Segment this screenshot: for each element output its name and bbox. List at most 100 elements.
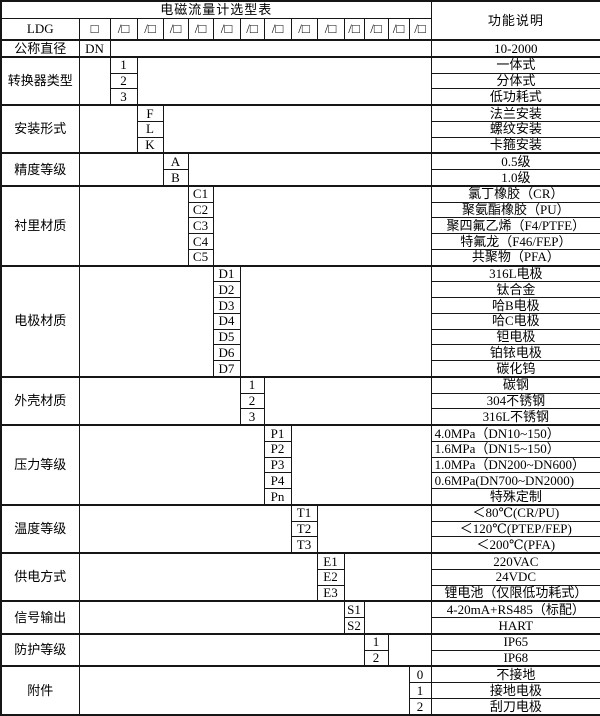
option-code-cell: 3	[239, 408, 265, 426]
option-code-cell: C2	[187, 201, 214, 219]
option-code-cell: 2	[408, 697, 432, 716]
option-code-cell: E2	[316, 568, 345, 586]
function-desc-cell: 316L不锈钢	[430, 408, 600, 426]
category-label: 安装形式	[1, 104, 80, 154]
option-code-cell: E1	[316, 552, 345, 570]
category-label: 衬里材质	[1, 184, 80, 266]
option-code-cell: B	[162, 169, 189, 187]
model-code-prefix: LDG	[26, 20, 54, 36]
filler-cell	[290, 424, 432, 505]
function-desc-cell: 0.5级	[430, 152, 600, 171]
filler-cell	[79, 375, 241, 426]
filler-cell	[79, 503, 292, 554]
function-desc-cell: 钛合金	[430, 281, 600, 299]
function-desc-cell: ＜200℃(PFA)	[430, 536, 600, 554]
function-desc-cell: 220VAC	[430, 552, 600, 570]
model-code-slot: □	[78, 18, 110, 40]
filler-cell	[263, 375, 432, 426]
function-desc-cell: 接地电极	[430, 682, 600, 699]
option-code-cell: S2	[343, 617, 365, 635]
model-code-slot: /□	[316, 18, 344, 40]
function-desc-cell: 低功耗式	[430, 88, 600, 106]
table-title: 电磁流量计选型表	[1, 1, 432, 19]
function-column-header: 功能说明	[430, 1, 600, 40]
option-code-cell: 1	[408, 682, 432, 699]
option-code-cell: D3	[212, 297, 241, 314]
option-code-cell: Pn	[263, 488, 292, 506]
option-code-cell: C3	[187, 217, 214, 235]
model-code-slot: /□	[187, 18, 213, 40]
filler-cell	[79, 184, 189, 266]
option-code-cell: 2	[109, 72, 138, 90]
option-code-cell: P2	[263, 440, 292, 458]
filler-cell	[79, 632, 365, 667]
function-desc-cell: HART	[430, 617, 600, 635]
function-desc-cell: 316L电极	[430, 264, 600, 283]
filler-cell	[109, 39, 432, 57]
category-label: 精度等级	[1, 152, 80, 186]
function-desc-cell: 法兰安装	[430, 104, 600, 122]
function-desc-cell: IP65	[430, 632, 600, 651]
option-code-cell: P4	[263, 472, 292, 490]
function-desc-cell: 聚四氟乙烯（F4/PTFE）	[430, 217, 600, 235]
filler-cell	[239, 264, 432, 377]
option-code-cell: 1	[109, 55, 138, 74]
function-desc-cell: 4.0MPa（DN10~150）	[430, 424, 600, 442]
function-desc-cell: 锂电池（仅限低功耗式）	[430, 585, 600, 602]
function-desc-cell: ＜120℃(PTEP/FEP)	[430, 521, 600, 538]
category-label: 防护等级	[1, 632, 80, 667]
function-desc-cell: 钽电极	[430, 329, 600, 346]
filler-cell	[79, 104, 138, 154]
function-desc-cell: 不接地	[430, 665, 600, 684]
model-code-slot: /□	[363, 18, 388, 40]
category-label: 外壳材质	[1, 375, 80, 426]
model-code-slot: /□	[263, 18, 291, 40]
model-code-slot: /□	[109, 18, 137, 40]
category-label: 转换器类型	[1, 55, 80, 106]
option-code-cell: D2	[212, 281, 241, 299]
filler-cell	[187, 152, 432, 186]
filler-cell	[79, 600, 345, 634]
model-code-slot: /□	[408, 18, 432, 40]
model-code-slot: /□	[290, 18, 317, 40]
model-code-slot: /□	[162, 18, 188, 40]
option-code-cell: D7	[212, 360, 241, 378]
option-code-cell: D6	[212, 344, 241, 362]
option-code-cell: 2	[239, 392, 265, 410]
option-code-cell: E3	[316, 584, 345, 602]
filler-cell	[387, 632, 432, 667]
option-code-cell: P1	[263, 424, 292, 442]
function-desc-cell: 氯丁橡胶（CR）	[430, 184, 600, 203]
function-desc-cell: ＜80℃(CR/PU)	[430, 503, 600, 522]
function-desc-cell: 卡箍安装	[430, 137, 600, 154]
filler-cell	[79, 152, 164, 186]
function-desc-cell: 分体式	[430, 73, 600, 90]
option-code-cell: D1	[212, 264, 241, 283]
function-desc-cell: 刮刀电极	[430, 698, 600, 716]
option-code-cell: T3	[290, 536, 318, 554]
filler-cell	[79, 55, 111, 106]
option-code-cell: P3	[263, 456, 292, 474]
option-code-cell: F	[136, 104, 164, 122]
filler-cell	[79, 264, 214, 377]
category-label: 公称直径	[1, 39, 80, 57]
category-label: 压力等级	[1, 424, 80, 505]
option-code-cell: D4	[212, 312, 241, 330]
option-code-cell: DN	[78, 39, 111, 58]
option-code-cell: K	[136, 136, 164, 154]
option-code-cell: 2	[363, 649, 389, 667]
category-label: 信号输出	[1, 600, 80, 634]
option-code-cell: C5	[187, 248, 214, 267]
model-code-slot: /□	[212, 18, 240, 40]
filler-cell	[162, 104, 432, 154]
filler-cell	[316, 503, 432, 554]
filler-cell	[212, 184, 432, 266]
function-desc-cell: 碳钢	[430, 375, 600, 394]
option-code-cell: 1	[239, 375, 265, 394]
function-desc-cell: 特氟龙（F46/FEP）	[430, 233, 600, 250]
function-desc-cell: 碳化钨	[430, 360, 600, 378]
function-desc-cell: 螺纹安装	[430, 121, 600, 138]
model-code-slot: /□	[387, 18, 409, 40]
